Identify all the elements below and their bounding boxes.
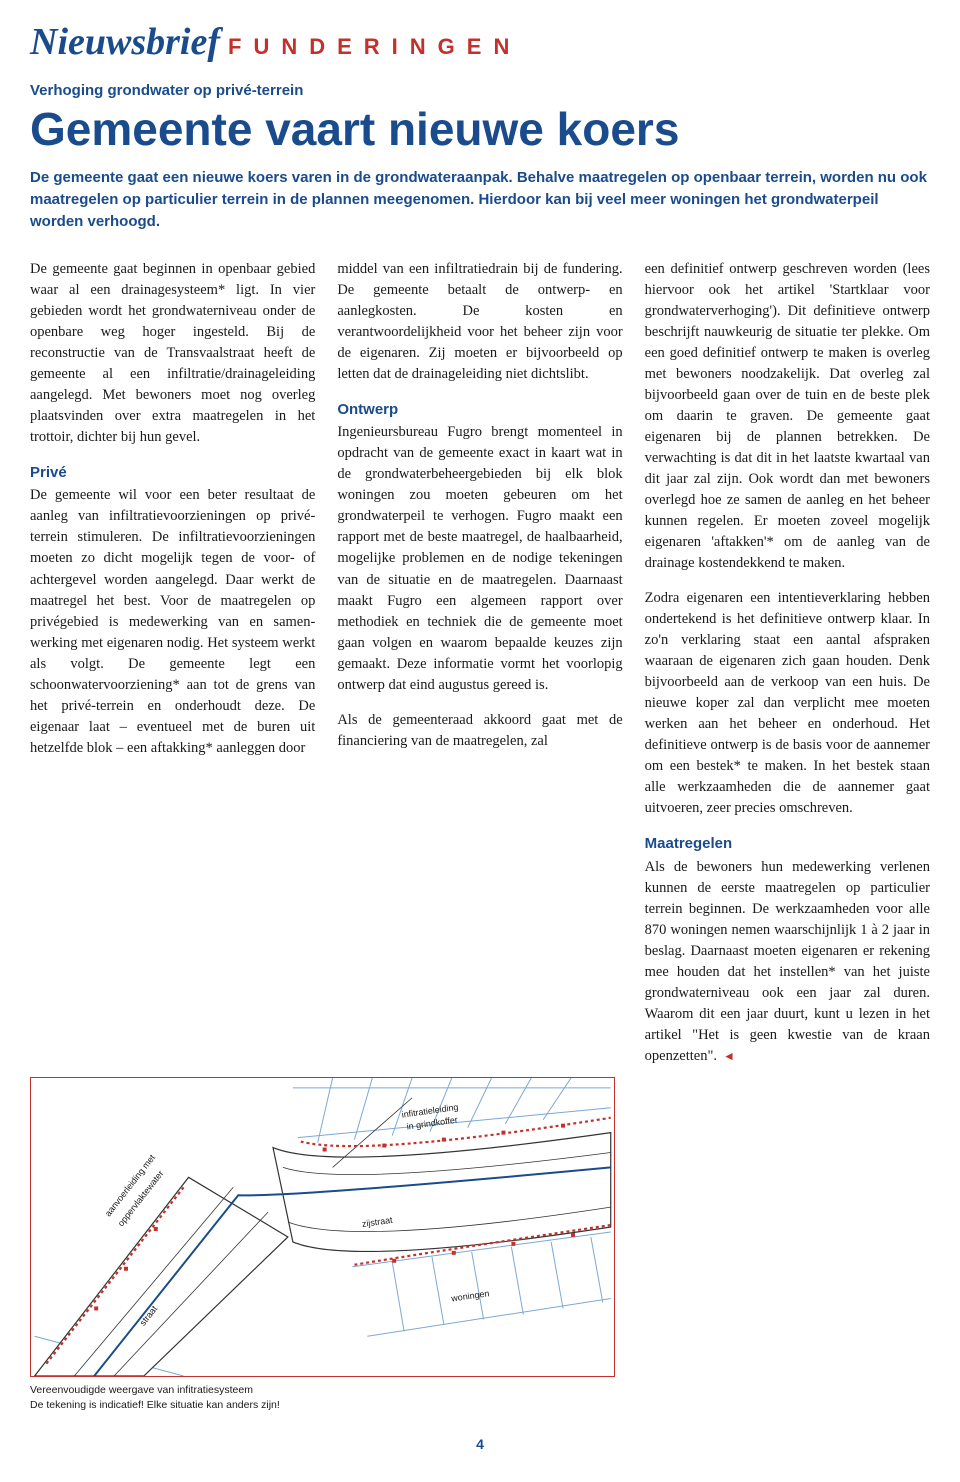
caption-line1: Vereenvoudigde weergave van infitratiesy… <box>30 1383 615 1398</box>
column-1: De gemeente gaat beginnen in openbaar ge… <box>30 259 315 1081</box>
end-mark-icon: ◄ <box>723 1048 735 1065</box>
masthead-funderingen: FUNDERINGEN <box>228 34 521 60</box>
lede: De gemeente gaat een nieuwe koers varen … <box>30 167 930 232</box>
col2-p2: Ingenieursbureau Fugro brengt momen­teel… <box>337 422 622 695</box>
body-columns: De gemeente gaat beginnen in openbaar ge… <box>30 259 930 1081</box>
col1-p1: De gemeente gaat beginnen in openbaar ge… <box>30 259 315 448</box>
subhead-maatregelen: Maatregelen <box>645 833 930 855</box>
masthead-nieuwsbrief: Nieuwsbrief <box>30 20 220 64</box>
col3-p1: een definitief ontwerp geschreven wor­de… <box>645 259 930 574</box>
kicker: Verhoging grondwater op privé-terrein <box>30 82 930 99</box>
page-number: 4 <box>30 1436 930 1452</box>
col2-p1: middel van een infiltratiedrain bij de f… <box>337 259 622 385</box>
diagram-figure: infitratieleiding in grindkoffer aanvoer… <box>30 1077 615 1377</box>
subhead-ontwerp: Ontwerp <box>337 399 622 421</box>
column-3: een definitief ontwerp geschreven wor­de… <box>645 259 930 1081</box>
figure-caption: Vereenvoudigde weergave van infitratiesy… <box>30 1383 615 1412</box>
col1-p2: De gemeente wil voor een beter resultaat… <box>30 485 315 758</box>
headline: Gemeente vaart nieuwe koers <box>30 105 930 153</box>
label-woningen: woningen <box>450 1288 490 1303</box>
col3-p2: Zodra eigenaren een intentieverklaring h… <box>645 588 930 819</box>
col2-p3: Als de gemeenteraad akkoord gaat met de … <box>337 710 622 752</box>
caption-line2: De tekening is indicatief! Elke situatie… <box>30 1398 615 1413</box>
col3-p3: Als de bewoners hun medewerking ver­lene… <box>645 857 930 1067</box>
masthead: Nieuwsbrief FUNDERINGEN <box>30 20 930 64</box>
subhead-prive: Privé <box>30 462 315 484</box>
diagram-svg: infitratieleiding in grindkoffer aanvoer… <box>31 1078 614 1376</box>
col3-p3-text: Als de bewoners hun medewerking ver­lene… <box>645 859 930 1064</box>
column-2: middel van een infiltratiedrain bij de f… <box>337 259 622 1081</box>
